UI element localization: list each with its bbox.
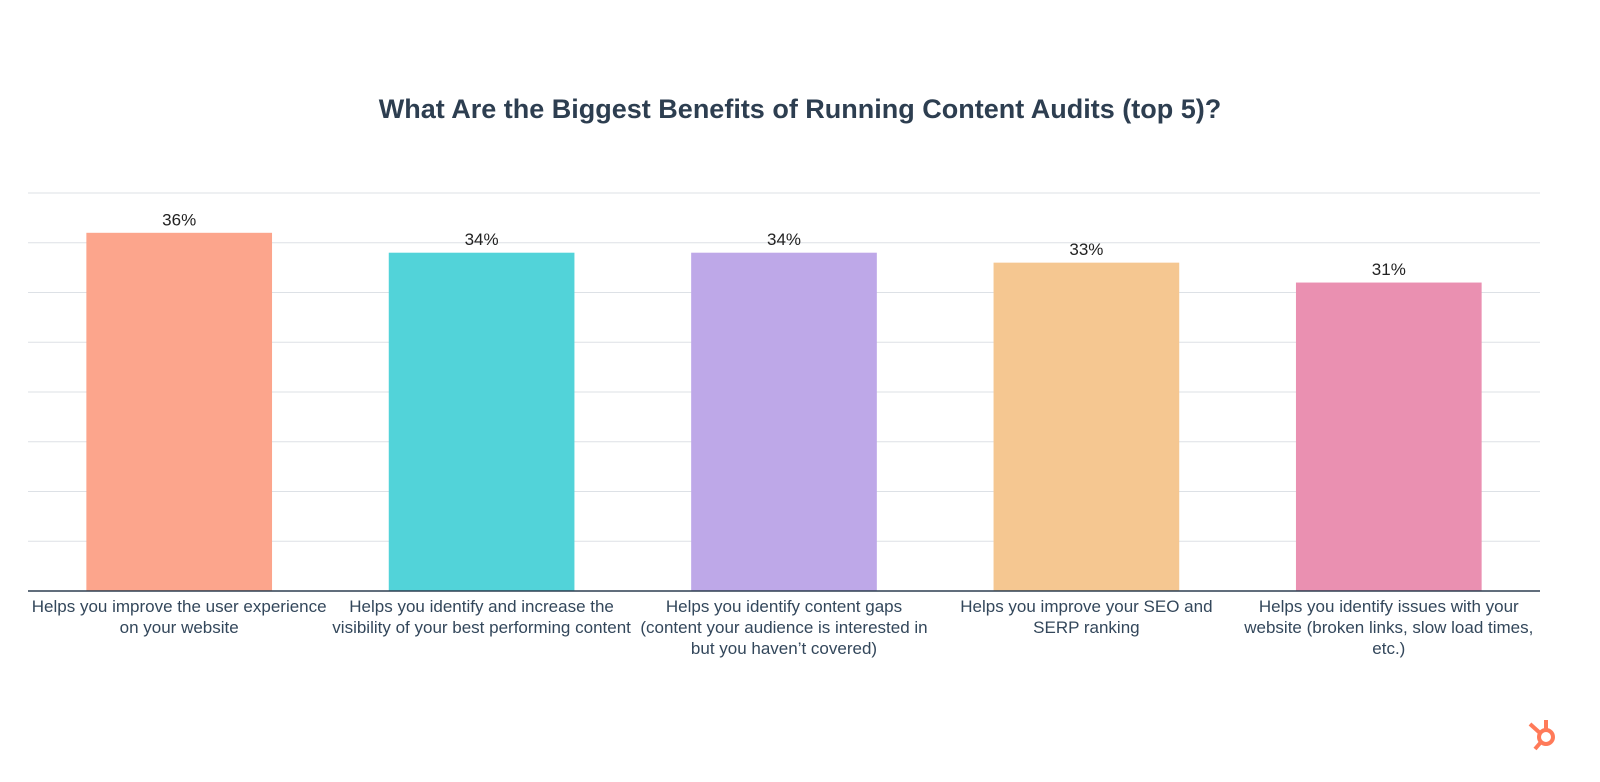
x-tick-label: Helps you improve your SEO and SERP rank… — [960, 597, 1213, 637]
x-tick-label: Helps you improve the user experience on… — [31, 597, 327, 637]
bar — [691, 252, 877, 591]
bar — [993, 262, 1180, 591]
value-label: 36% — [162, 210, 196, 229]
bar — [1295, 282, 1482, 591]
bar — [388, 252, 575, 591]
value-label: 31% — [1372, 260, 1406, 279]
chart-title: What Are the Biggest Benefits of Running… — [379, 94, 1221, 124]
x-tick-label: Helps you identify and increase the visi… — [332, 597, 631, 637]
value-label: 34% — [465, 230, 499, 249]
bar — [86, 232, 273, 592]
x-tick-label: Helps you identify issues with your webs… — [1244, 597, 1534, 658]
value-label: 34% — [767, 230, 801, 249]
x-tick-label: Helps you identify content gaps (content… — [640, 597, 928, 658]
logo — [1528, 720, 1555, 751]
value-label: 33% — [1069, 240, 1103, 259]
